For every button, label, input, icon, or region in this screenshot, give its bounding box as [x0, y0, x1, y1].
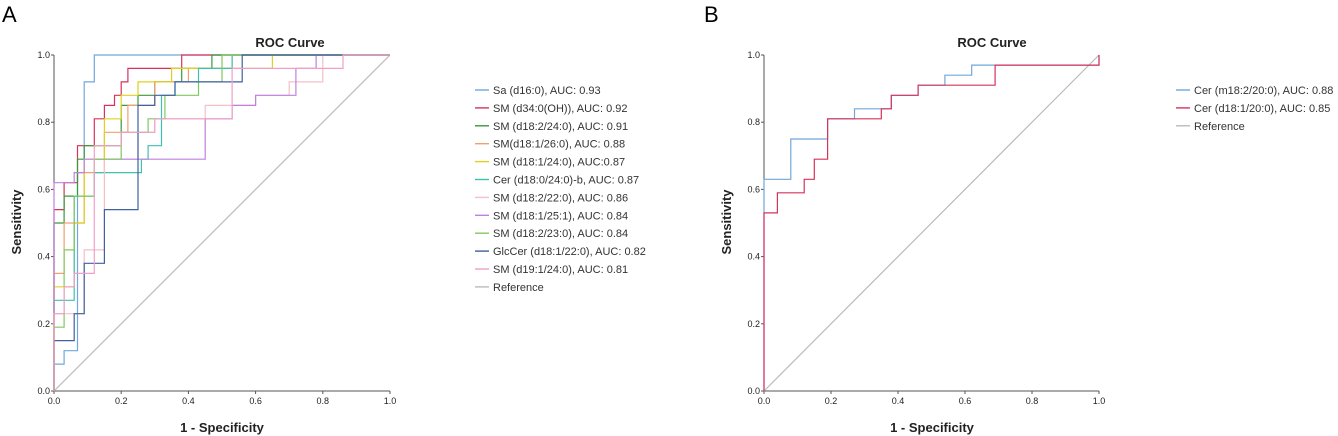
y-tick-label: 0.0 — [37, 386, 50, 396]
x-tick-label: 0.2 — [115, 396, 128, 406]
y-tick-label: 0.2 — [37, 319, 50, 329]
legend-entry: Cer (m18:2/20:0), AUC: 0.88 — [1194, 85, 1333, 97]
x-tick-label: 0.4 — [892, 396, 905, 406]
y-axis-label-a: Sensitivity — [9, 189, 24, 255]
legend-entry: SM (d18:2/22:0), AUC: 0.86 — [493, 192, 628, 204]
roc-curve-b-2 — [763, 54, 1100, 392]
y-tick-label: 1.0 — [37, 50, 50, 60]
y-tick-label: 0.8 — [37, 117, 50, 127]
x-tick-label: 1.0 — [384, 396, 397, 406]
x-axis-label-b: 1 - Specificity — [890, 420, 975, 435]
y-tick-label: 0.6 — [747, 184, 760, 194]
legend-entry: Sa (d16:0), AUC: 0.93 — [493, 85, 601, 97]
x-tick-label: 0.2 — [825, 396, 838, 406]
chart-title-b: ROC Curve — [957, 35, 1026, 50]
y-tick-label: 0.4 — [37, 252, 50, 262]
panel-b: B ROC Curve 1 - Specificity Sensitivity … — [704, 2, 1333, 435]
legend-entry: SM (d18:2/24:0), AUC: 0.91 — [493, 121, 628, 133]
roc-curve-b-1 — [763, 55, 1100, 391]
x-axis-label-a: 1 - Specificity — [180, 420, 265, 435]
x-tick-label: 0.6 — [249, 396, 262, 406]
x-tick-label: 0.8 — [1026, 396, 1039, 406]
roc-curve-a-10 — [53, 54, 390, 391]
chart-title-a: ROC Curve — [255, 35, 324, 50]
legend-entry: SM (d34:0(OH)), AUC: 0.92 — [493, 103, 628, 115]
legend-entry: Cer (d18:0/24:0)-b, AUC: 0.87 — [493, 175, 639, 187]
panel-a: A ROC Curve 1 - Specificity Sensitivity … — [2, 2, 646, 435]
legend-entry: SM(d18:1/26:0), AUC: 0.88 — [493, 139, 625, 151]
legend-entry: SM (d19:1/24:0), AUC: 0.81 — [493, 264, 628, 276]
y-axis-label-b: Sensitivity — [719, 189, 734, 255]
x-tick-label: 0.6 — [959, 396, 972, 406]
legend-entry: SM (d18:1/24:0), AUC:0.87 — [493, 157, 625, 169]
y-tick-label: 0.8 — [747, 117, 760, 127]
roc-curve-a-9 — [53, 54, 390, 391]
roc-curve-a-11 — [53, 54, 391, 392]
x-tick-label: 0.0 — [48, 396, 61, 406]
legend-entry: SM (d18:1/25:1), AUC: 0.84 — [493, 210, 628, 222]
legend-entry: Cer (d18:1/20:0), AUC: 0.85 — [1194, 103, 1330, 115]
x-tick-label: 0.0 — [758, 396, 771, 406]
panel-letter-a: A — [2, 2, 17, 27]
y-tick-label: 0.6 — [37, 184, 50, 194]
y-tick-label: 0.0 — [747, 386, 760, 396]
panel-letter-b: B — [704, 2, 719, 27]
legend-entry: SM (d18:2/23:0), AUC: 0.84 — [493, 228, 628, 240]
legend-entry: Reference — [1194, 121, 1245, 133]
x-tick-label: 1.0 — [1093, 396, 1106, 406]
y-tick-label: 0.4 — [747, 252, 760, 262]
x-tick-label: 0.8 — [317, 396, 330, 406]
legend-entry: Reference — [493, 282, 544, 294]
legend-entry: GlcCer (d18:1/22:0), AUC: 0.82 — [493, 246, 646, 258]
x-tick-label: 0.4 — [182, 396, 195, 406]
y-tick-label: 0.2 — [747, 319, 760, 329]
y-tick-label: 1.0 — [747, 50, 760, 60]
